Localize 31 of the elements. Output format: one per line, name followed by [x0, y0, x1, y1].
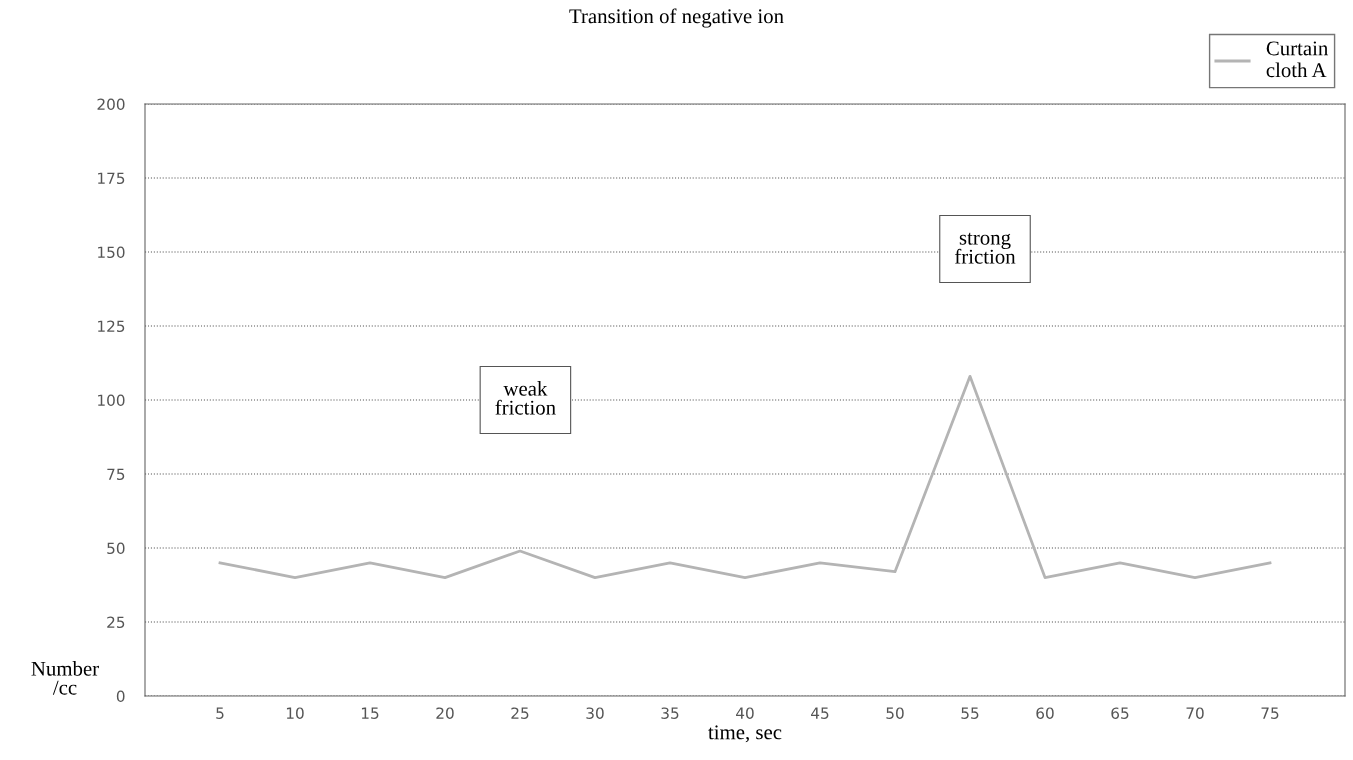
x-tick-label: 50	[886, 707, 904, 719]
y-tick-label: 25	[107, 616, 125, 629]
x-tick-label: 75	[1261, 707, 1279, 719]
chart-title: Transition of negative ion	[569, 8, 784, 28]
x-tick-label: 30	[586, 707, 604, 719]
x-tick-label: 70	[1186, 707, 1204, 719]
y-tick-label: 175	[98, 172, 125, 185]
y-tick-label: 200	[97, 98, 125, 111]
x-tick-label: 10	[286, 707, 304, 719]
x-tick-label: 35	[661, 707, 679, 719]
x-tick-label: 55	[961, 707, 979, 719]
line-series	[218, 374, 1272, 579]
y-tick-label: 125	[98, 320, 125, 333]
legend-label: Curtain cloth A	[1266, 41, 1329, 78]
annotation: strong friction	[954, 232, 1016, 264]
y-tick-label: 0	[116, 690, 125, 703]
y-axis-title: Number /cc	[31, 661, 99, 695]
annotation: weak friction	[495, 381, 556, 415]
y-tick-label: 100	[98, 394, 125, 407]
x-axis-title: time, sec	[708, 725, 782, 743]
y-tick-label: 75	[107, 468, 125, 481]
x-tick-label: 40	[736, 707, 754, 719]
x-tick-label: 5	[216, 707, 224, 719]
x-tick-label: 45	[811, 707, 829, 719]
y-tick-label: 50	[107, 542, 125, 555]
y-tick-label: 150	[98, 246, 125, 259]
x-tick-label: 20	[436, 707, 454, 719]
x-tick-label: 15	[361, 707, 379, 719]
x-tick-label: 25	[511, 707, 529, 719]
x-tick-label: 65	[1111, 707, 1129, 719]
x-tick-label: 60	[1036, 707, 1054, 719]
